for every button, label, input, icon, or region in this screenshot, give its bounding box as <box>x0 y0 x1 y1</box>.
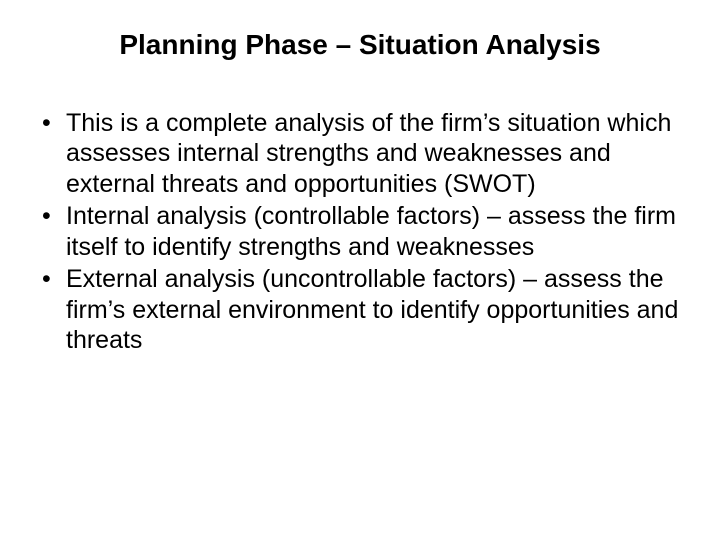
bullet-list: This is a complete analysis of the firm’… <box>38 108 682 356</box>
bullet-item: Internal analysis (controllable factors)… <box>38 201 682 262</box>
bullet-item: External analysis (uncontrollable factor… <box>38 264 682 356</box>
slide: Planning Phase – Situation Analysis This… <box>0 0 720 540</box>
bullet-item: This is a complete analysis of the firm’… <box>38 108 682 200</box>
slide-title: Planning Phase – Situation Analysis <box>38 28 682 62</box>
